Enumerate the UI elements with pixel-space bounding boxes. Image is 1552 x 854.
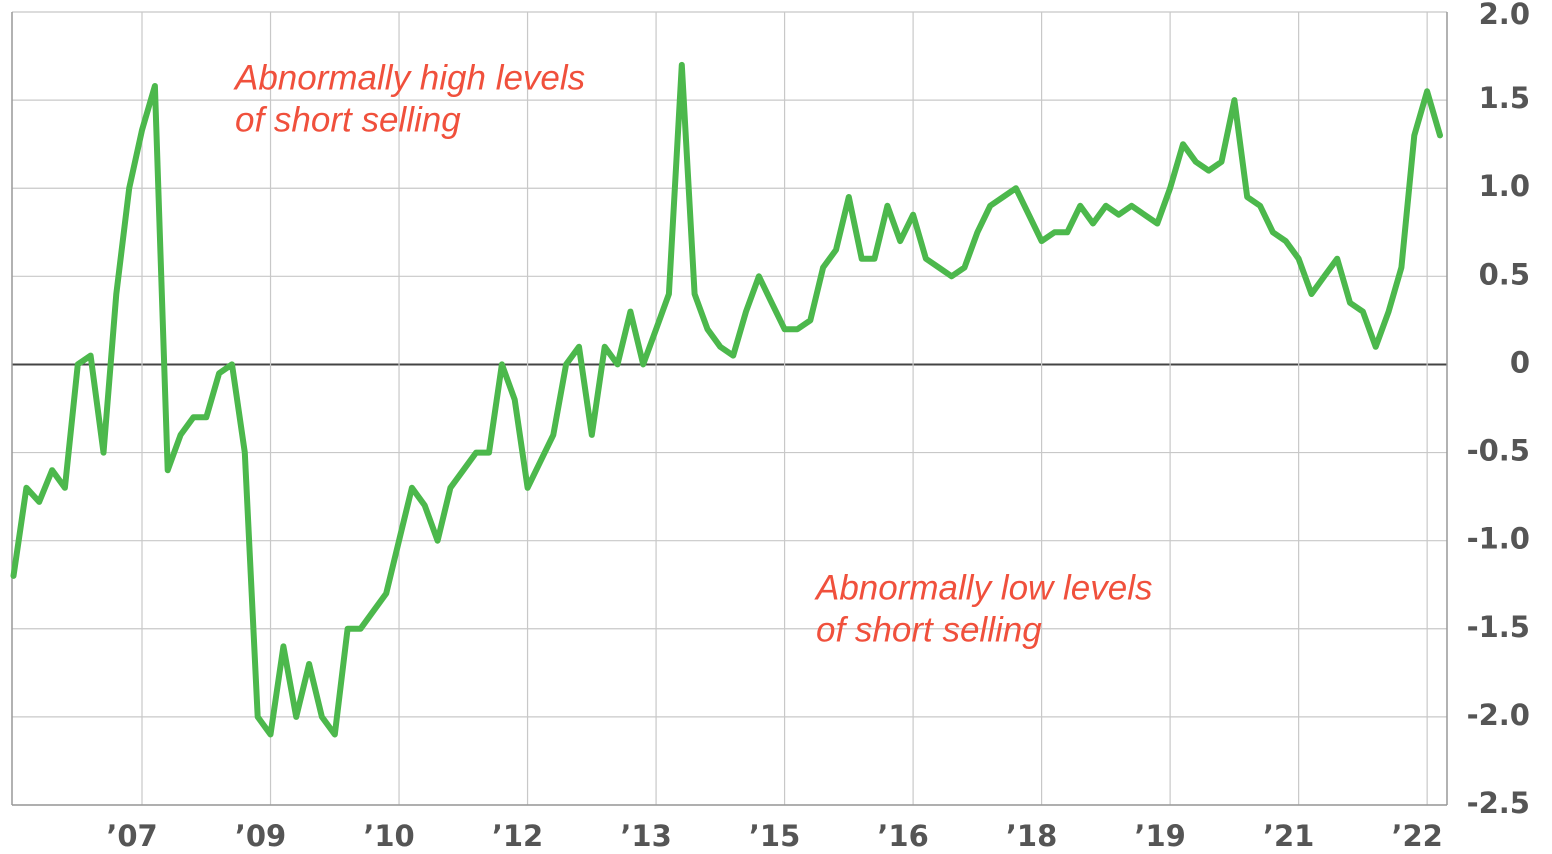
x-tick-label: ’12 xyxy=(492,819,543,853)
x-tick-label: ’13 xyxy=(620,819,671,853)
annotation: Abnormally high levels xyxy=(233,58,585,97)
x-tick-label: ’22 xyxy=(1391,819,1442,853)
annotation: of short selling xyxy=(235,100,461,139)
y-tick-label: 1.0 xyxy=(1479,169,1530,203)
x-tick-label: ’15 xyxy=(749,819,800,853)
x-tick-label: ’21 xyxy=(1263,819,1314,853)
y-tick-label: 0.5 xyxy=(1479,257,1530,291)
y-tick-label: -0.5 xyxy=(1467,434,1530,468)
y-tick-label: 1.5 xyxy=(1479,81,1530,115)
x-tick-label: ’16 xyxy=(877,819,928,853)
y-tick-label: -1.5 xyxy=(1467,610,1530,644)
annotation: Abnormally low levels xyxy=(814,568,1153,607)
x-tick-label: ’10 xyxy=(363,819,414,853)
y-tick-label: 2.0 xyxy=(1479,0,1530,31)
y-tick-label: -2.0 xyxy=(1467,698,1530,732)
x-tick-label: ’19 xyxy=(1134,819,1185,853)
data-line xyxy=(10,61,1443,738)
x-tick-label: ’09 xyxy=(235,819,286,853)
annotation: of short selling xyxy=(816,610,1042,649)
y-tick-label: -1.0 xyxy=(1467,522,1530,556)
x-tick-label: ’07 xyxy=(106,819,157,853)
y-tick-label: -2.5 xyxy=(1467,786,1530,820)
y-tick-label: 0 xyxy=(1510,345,1530,379)
x-tick-label: ’18 xyxy=(1006,819,1057,853)
